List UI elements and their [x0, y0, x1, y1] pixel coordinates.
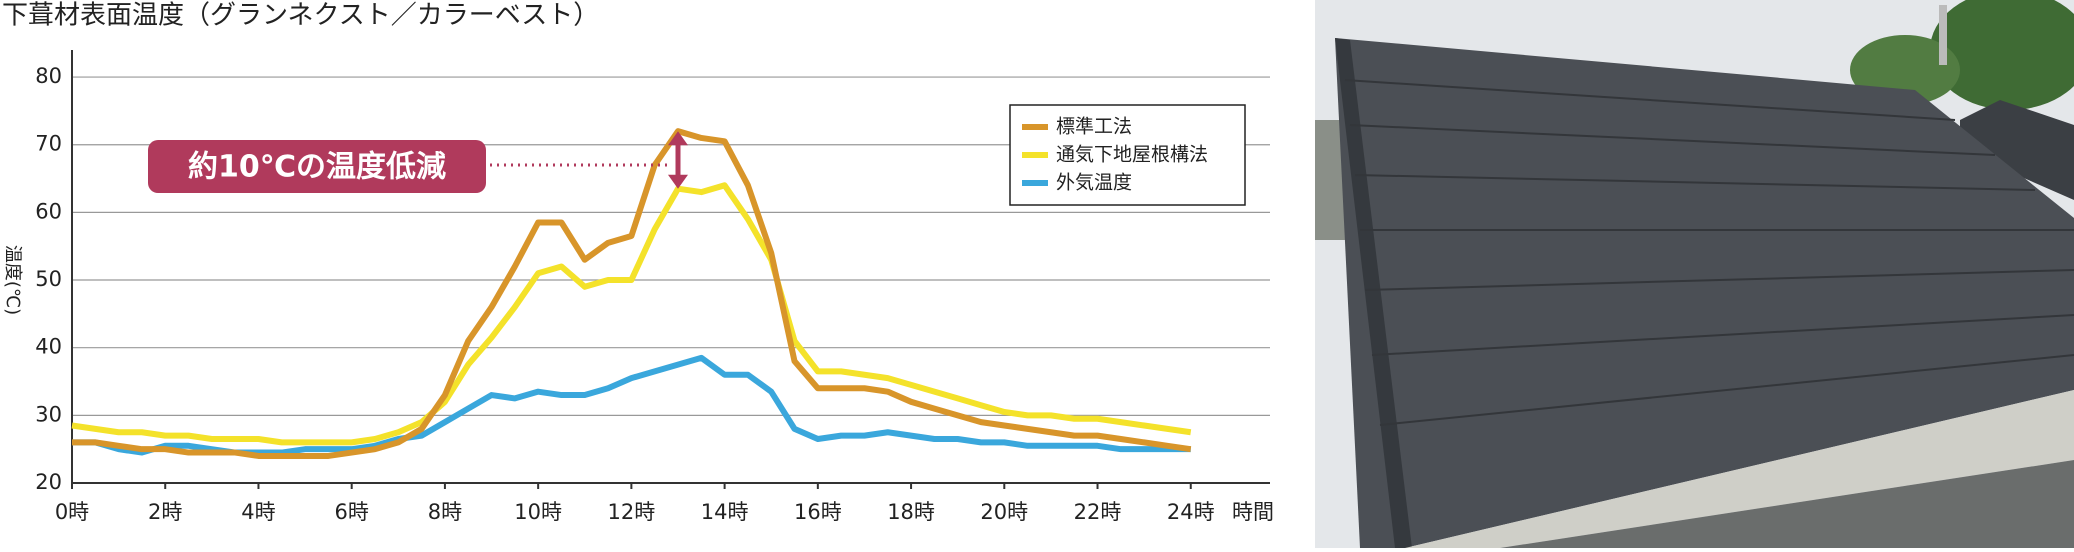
roof-lines	[1344, 79, 2074, 426]
legend-label: 標準工法	[1056, 116, 1132, 138]
y-tick-label: 20	[35, 470, 62, 494]
legend-box	[1009, 104, 1246, 206]
arrow-head	[667, 174, 688, 189]
arrow-head	[667, 131, 688, 146]
y-axis-label: 温度(℃)	[2, 245, 23, 315]
y-tick-label: 30	[35, 402, 62, 426]
legend-label: 通気下地屋根構法	[1056, 144, 1208, 166]
tree	[1930, 0, 2074, 110]
x-tick-label: 18時	[887, 500, 935, 524]
x-tick-label: 20時	[980, 500, 1028, 524]
legend-label: 外気温度	[1056, 172, 1132, 194]
annotation-box	[148, 140, 486, 193]
ground	[1500, 460, 2074, 548]
annotation: 約10℃の温度低減	[188, 150, 446, 185]
line-series	[71, 182, 1192, 446]
x-axis-label: 時間	[1232, 500, 1274, 524]
y-tick-label: 60	[35, 199, 62, 223]
y-tick-label: 50	[35, 267, 62, 291]
back-roof	[1960, 100, 2074, 200]
x-tick-label: 12時	[608, 500, 656, 524]
x-tick-label: 4時	[241, 500, 275, 524]
x-tick-label: 2時	[148, 500, 182, 524]
line-series	[72, 128, 1192, 459]
chart-title: 下葺材表面温度（グランネクスト／カラーベスト）	[2, 1, 599, 31]
x-tick-label: 16時	[794, 500, 842, 524]
x-tick-label: 0時	[55, 500, 89, 524]
photo	[1315, 0, 2074, 548]
roof-edge	[1335, 38, 1412, 548]
x-tick-label: 8時	[428, 500, 462, 524]
x-tick-label: 24時	[1167, 500, 1215, 524]
line-series	[72, 354, 1191, 456]
x-tick-label: 14時	[701, 500, 749, 524]
y-tick-label: 80	[35, 64, 62, 88]
pole	[1939, 5, 1947, 65]
roof	[1335, 38, 2074, 548]
x-tick-label: 22時	[1074, 500, 1122, 524]
wall	[1405, 390, 2074, 548]
y-tick-label: 70	[35, 132, 62, 156]
x-tick-label: 6時	[335, 500, 369, 524]
y-tick-label: 40	[35, 335, 62, 359]
x-tick-label: 10時	[514, 500, 562, 524]
